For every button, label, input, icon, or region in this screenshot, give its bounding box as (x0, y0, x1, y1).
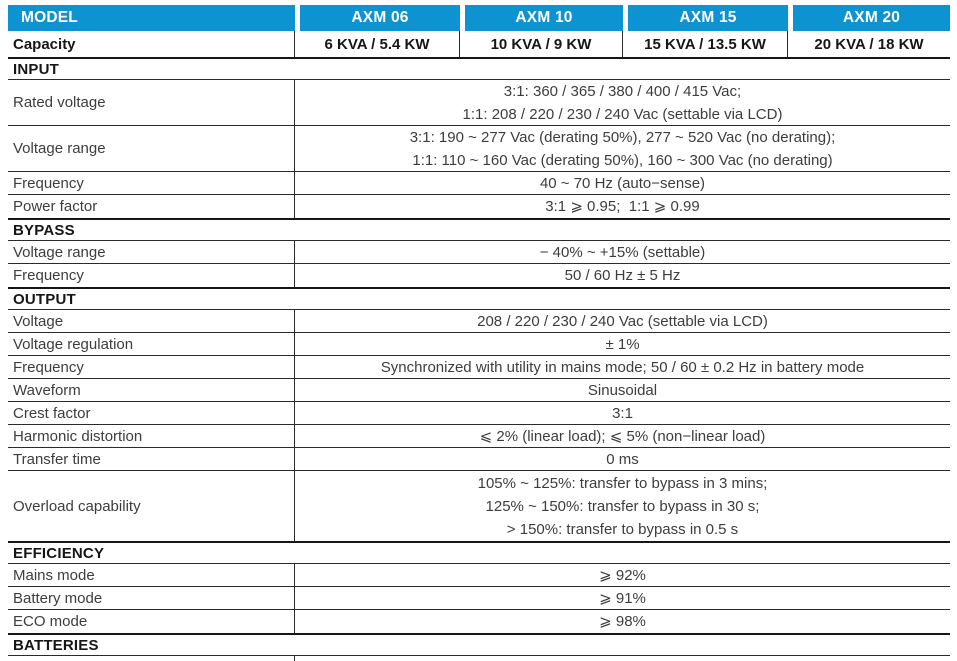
spec-value: 3:1: 190 ~ 277 Vac (derating 50%), 277 ~… (295, 126, 950, 171)
spec-label: Frequency (8, 356, 295, 378)
section-header-input: INPUT (8, 57, 950, 80)
spec-value: 3:1 (295, 402, 950, 424)
spec-row-bypass-voltage-range: Voltage range − 40% ~ +15% (settable) (8, 241, 950, 264)
spec-value: 208 / 220 / 230 / 240 Vac (settable via … (295, 310, 950, 332)
spec-label: Rated voltage (8, 80, 295, 125)
capacity-row: Capacity 6 KVA / 5.4 KW 10 KVA / 9 KW 15… (8, 31, 950, 57)
value-line: ⩾ 91% (599, 589, 646, 607)
spec-label: Overload capability (8, 471, 295, 541)
spec-row-voltage-regulation: Voltage regulation ± 1% (8, 333, 950, 356)
model-header-cell: MODEL (8, 5, 295, 31)
spec-label: Harmonic distortion (8, 425, 295, 447)
value-line: Sinusoidal (587, 381, 658, 399)
spec-value: 0 ms (295, 448, 950, 470)
value-line: 1:1: 208 / 220 / 230 / 240 Vac (settable… (462, 105, 783, 123)
spec-value: − 40% ~ +15% (settable) (295, 241, 950, 263)
spec-label: Crest factor (8, 402, 295, 424)
value-line: ⩾ 98% (599, 613, 646, 630)
value-line: Synchronized with utility in mains mode;… (380, 358, 865, 376)
spec-row-harmonic-distortion: Harmonic distortion ⩽ 2% (linear load); … (8, 425, 950, 448)
capacity-axm20: 20 KVA / 18 KW (814, 35, 924, 53)
section-title: BATTERIES (13, 636, 99, 654)
spec-value: ± 1% (295, 333, 950, 355)
spec-value (295, 656, 950, 661)
spec-value: 105% ~ 125%: transfer to bypass in 3 min… (295, 471, 950, 541)
value-line: 3:1: 360 / 365 / 380 / 400 / 415 Vac; (503, 82, 742, 100)
spec-value: 50 / 60 Hz ± 5 Hz (295, 264, 950, 287)
value-line: 50 / 60 Hz ± 5 Hz (564, 267, 681, 284)
spec-value: ⩾ 92% (295, 564, 950, 586)
value-line: 125% ~ 150%: transfer to bypass in 30 s; (485, 497, 760, 515)
model-column-axm15: AXM 15 (623, 5, 788, 31)
spec-label: Voltage range (8, 241, 295, 263)
capacity-axm10: 10 KVA / 9 KW (460, 31, 623, 57)
spec-value: ⩽ 2% (linear load); ⩽ 5% (non−linear loa… (295, 425, 950, 447)
value-line: ⩾ 92% (599, 566, 646, 584)
spec-row-waveform: Waveform Sinusoidal (8, 379, 950, 402)
spec-value: Synchronized with utility in mains mode;… (295, 356, 950, 378)
value-line: 3:1 ⩾ 0.95; 1:1 ⩾ 0.99 (545, 198, 700, 215)
value-line: 3:1: 190 ~ 277 Vac (derating 50%), 277 ~… (409, 128, 836, 146)
spec-row-rated-voltage: Rated voltage 3:1: 360 / 365 / 380 / 400… (8, 80, 950, 126)
spec-row-output-frequency: Frequency Synchronized with utility in m… (8, 356, 950, 379)
spec-row-partial-cutoff (8, 656, 950, 661)
ups-spec-table: MODEL AXM 06 AXM 10 AXM 15 AXM 20 Capaci… (8, 5, 950, 661)
spec-row-eco-mode: ECO mode ⩾ 98% (8, 610, 950, 633)
spec-row-output-voltage: Voltage 208 / 220 / 230 / 240 Vac (setta… (8, 310, 950, 333)
spec-row-power-factor: Power factor 3:1 ⩾ 0.95; 1:1 ⩾ 0.99 (8, 195, 950, 218)
spec-row-overload-capability: Overload capability 105% ~ 125%: transfe… (8, 471, 950, 541)
capacity-axm15: 15 KVA / 13.5 KW (623, 31, 788, 57)
spec-row-crest-factor: Crest factor 3:1 (8, 402, 950, 425)
value-line: ⩽ 2% (linear load); ⩽ 5% (non−linear loa… (479, 427, 766, 445)
spec-value: 3:1: 360 / 365 / 380 / 400 / 415 Vac; 1:… (295, 80, 950, 125)
section-header-batteries: BATTERIES (8, 633, 950, 656)
spec-label: Voltage range (8, 126, 295, 171)
spec-value: 40 ~ 70 Hz (auto−sense) (295, 172, 950, 194)
value-line: 1:1: 110 ~ 160 Vac (derating 50%), 160 ~… (412, 151, 833, 169)
value-line: − 40% ~ +15% (settable) (539, 243, 706, 261)
spec-row-bypass-frequency: Frequency 50 / 60 Hz ± 5 Hz (8, 264, 950, 287)
value-line: 105% ~ 125%: transfer to bypass in 3 min… (477, 474, 768, 492)
model-column-axm10: AXM 10 (460, 5, 623, 31)
spec-label: Voltage regulation (8, 333, 295, 355)
spec-label: Frequency (8, 172, 295, 194)
spec-row-input-frequency: Frequency 40 ~ 70 Hz (auto−sense) (8, 172, 950, 195)
spec-label (8, 656, 295, 661)
value-line: ± 1% (605, 335, 640, 353)
section-header-efficiency: EFFICIENCY (8, 541, 950, 564)
spec-label: Power factor (8, 195, 295, 218)
spec-label: ECO mode (8, 610, 295, 633)
spec-value: Sinusoidal (295, 379, 950, 401)
spec-label: Battery mode (8, 587, 295, 609)
spec-row-input-voltage-range: Voltage range 3:1: 190 ~ 277 Vac (derati… (8, 126, 950, 172)
capacity-axm06: 6 KVA / 5.4 KW (295, 31, 460, 57)
spec-label: Frequency (8, 264, 295, 287)
capacity-label: Capacity (8, 31, 295, 57)
model-column-axm06: AXM 06 (295, 5, 460, 31)
section-title: OUTPUT (13, 290, 76, 308)
value-line: 0 ms (606, 450, 639, 468)
section-title: BYPASS (13, 221, 75, 239)
table-header-row: MODEL AXM 06 AXM 10 AXM 15 AXM 20 (8, 5, 950, 31)
spec-row-mains-mode: Mains mode ⩾ 92% (8, 564, 950, 587)
value-line: 40 ~ 70 Hz (auto−sense) (539, 174, 706, 192)
spec-row-transfer-time: Transfer time 0 ms (8, 448, 950, 471)
spec-label: Waveform (8, 379, 295, 401)
section-title: EFFICIENCY (13, 544, 105, 562)
model-column-axm20: AXM 20 (788, 5, 950, 31)
value-line: 3:1 (612, 404, 633, 422)
spec-value: ⩾ 91% (295, 587, 950, 609)
section-title: INPUT (13, 60, 59, 78)
value-line: 208 / 220 / 230 / 240 Vac (settable via … (477, 312, 768, 330)
section-header-bypass: BYPASS (8, 218, 950, 241)
value-line: > 150%: transfer to bypass in 0.5 s (506, 520, 739, 538)
spec-label: Voltage (8, 310, 295, 332)
spec-value: 3:1 ⩾ 0.95; 1:1 ⩾ 0.99 (295, 195, 950, 218)
spec-label: Transfer time (8, 448, 295, 470)
spec-value: ⩾ 98% (295, 610, 950, 633)
section-header-output: OUTPUT (8, 287, 950, 310)
spec-row-battery-mode: Battery mode ⩾ 91% (8, 587, 950, 610)
spec-label: Mains mode (8, 564, 295, 586)
